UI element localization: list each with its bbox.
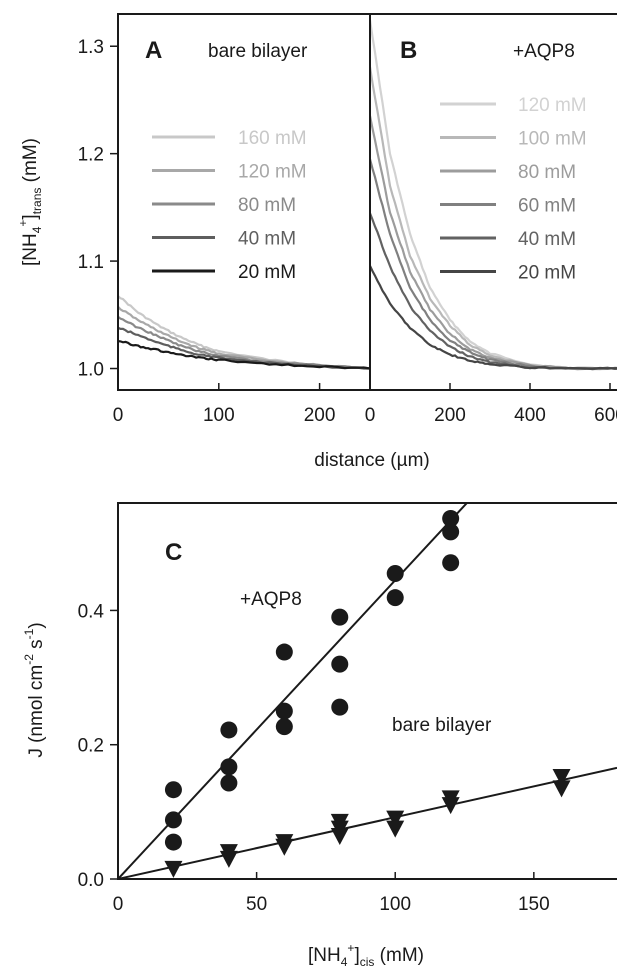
data-point-circle <box>275 718 293 736</box>
data-point-triangle <box>330 828 349 846</box>
panel-c-frame <box>117 502 617 880</box>
x-tick-label: 100 <box>203 405 235 426</box>
x-tick-label: 100 <box>379 894 411 915</box>
panel-a-title: bare bilayer <box>208 41 308 62</box>
data-point-triangle <box>552 768 571 786</box>
y-tick-label: 0.4 <box>78 601 105 622</box>
y-tick-label: 0.2 <box>78 736 104 757</box>
series-line-120-mm <box>370 19 617 371</box>
data-point-circle <box>164 833 182 851</box>
data-point-triangle <box>164 860 183 878</box>
x-tick-label: 400 <box>514 405 546 426</box>
panel-a-ticks: 0 100 200 1.0 1.1 1.2 1.3 <box>78 37 336 426</box>
data-point-circle <box>442 523 460 541</box>
legend-label: 40 mM <box>518 229 576 250</box>
data-point-triangle <box>219 850 238 868</box>
data-point-triangle <box>386 810 405 828</box>
panel-b-frame <box>369 13 617 391</box>
legend-label: 80 mM <box>238 195 296 216</box>
y-axis-label-top: [NH4+]trans (mM) <box>16 138 44 266</box>
y-tick-label: 1.2 <box>78 145 104 166</box>
series-line-80-mm <box>370 115 617 371</box>
panel-c-points <box>164 509 571 878</box>
legend-label: 20 mM <box>518 263 576 284</box>
panel-a-legend: 160 mM 120 mM 80 mM 40 mM 20 mM <box>152 128 307 283</box>
y-axis-label-bottom: J (nmol cm-2 s-1) <box>22 622 47 757</box>
x-axis-label-bottom: [NH4+]cis (mM) <box>308 941 424 969</box>
data-point-circle <box>442 509 460 527</box>
data-point-circle <box>275 643 293 661</box>
panel-b-title: +AQP8 <box>513 41 575 62</box>
x-tick-label: 200 <box>434 405 466 426</box>
y-tick-label: 0.0 <box>78 870 104 891</box>
data-point-triangle <box>275 838 294 856</box>
x-tick-label: 0 <box>113 405 124 426</box>
series-label-aqp8: +AQP8 <box>240 589 302 610</box>
panel-b-series <box>370 19 617 371</box>
legend-label: 160 mM <box>238 128 307 149</box>
panel-a: 0 100 200 1.0 1.1 1.2 1.3 160 mM 120 mM 80 mM 40 … <box>16 13 371 426</box>
legend-label: 20 mM <box>238 262 296 283</box>
panel-c-fit-lines <box>118 503 617 879</box>
y-tick-label: 1.3 <box>78 37 104 58</box>
x-tick-label: 50 <box>246 894 267 915</box>
data-point-triangle <box>552 780 571 798</box>
data-point-circle <box>442 554 460 572</box>
fit-line-bare-bilayer <box>118 766 617 879</box>
data-point-circle <box>164 781 182 799</box>
legend-label: 40 mM <box>238 229 296 250</box>
data-point-circle <box>386 565 404 582</box>
x-tick-label: 200 <box>304 405 336 426</box>
legend-label: 120 mM <box>238 162 307 183</box>
data-point-circle <box>164 811 182 829</box>
data-point-circle <box>331 655 349 673</box>
x-tick-label: 600 <box>594 405 617 426</box>
panel-b-legend: 120 mM 100 mM 80 mM 60 mM 40 mM 20 mM <box>440 95 587 284</box>
x-tick-label: 150 <box>518 894 550 915</box>
x-axis-label-top: distance (µm) <box>314 450 429 471</box>
series-line-20-mm <box>118 340 370 370</box>
data-point-circle <box>220 774 238 792</box>
y-tick-label: 1.0 <box>78 360 104 381</box>
panel-a-letter: A <box>145 37 162 64</box>
data-point-circle <box>220 758 238 776</box>
panel-c-ticks: 0 50 100 150 0.0 0.2 0.4 <box>78 601 550 915</box>
series-line-20-mm <box>370 265 617 370</box>
x-tick-label: 0 <box>365 405 376 426</box>
panel-b: 0 200 400 600 120 mM 100 mM 80 mM 60 mM 40 mM 20… <box>314 13 617 471</box>
data-point-circle <box>331 698 349 716</box>
panel-b-ticks: 0 200 400 600 <box>365 383 617 426</box>
fit-line--aqp8 <box>118 503 469 879</box>
data-point-triangle <box>386 820 405 838</box>
legend-label: 80 mM <box>518 162 576 183</box>
data-point-circle <box>331 608 349 626</box>
data-point-circle <box>275 702 293 720</box>
panel-b-letter: B <box>400 37 417 64</box>
series-line-80-mm <box>118 315 370 370</box>
data-point-circle <box>220 721 238 739</box>
data-point-triangle <box>441 797 460 815</box>
series-label-bare-bilayer: bare bilayer <box>392 715 492 736</box>
data-point-circle <box>386 589 404 607</box>
legend-label: 60 mM <box>518 196 576 217</box>
x-tick-label: 0 <box>113 894 124 915</box>
legend-label: 100 mM <box>518 129 587 150</box>
panel-a-series <box>118 295 370 370</box>
legend-label: 120 mM <box>518 95 587 116</box>
y-tick-label: 1.1 <box>78 252 104 273</box>
panel-c-letter: C <box>165 539 182 566</box>
